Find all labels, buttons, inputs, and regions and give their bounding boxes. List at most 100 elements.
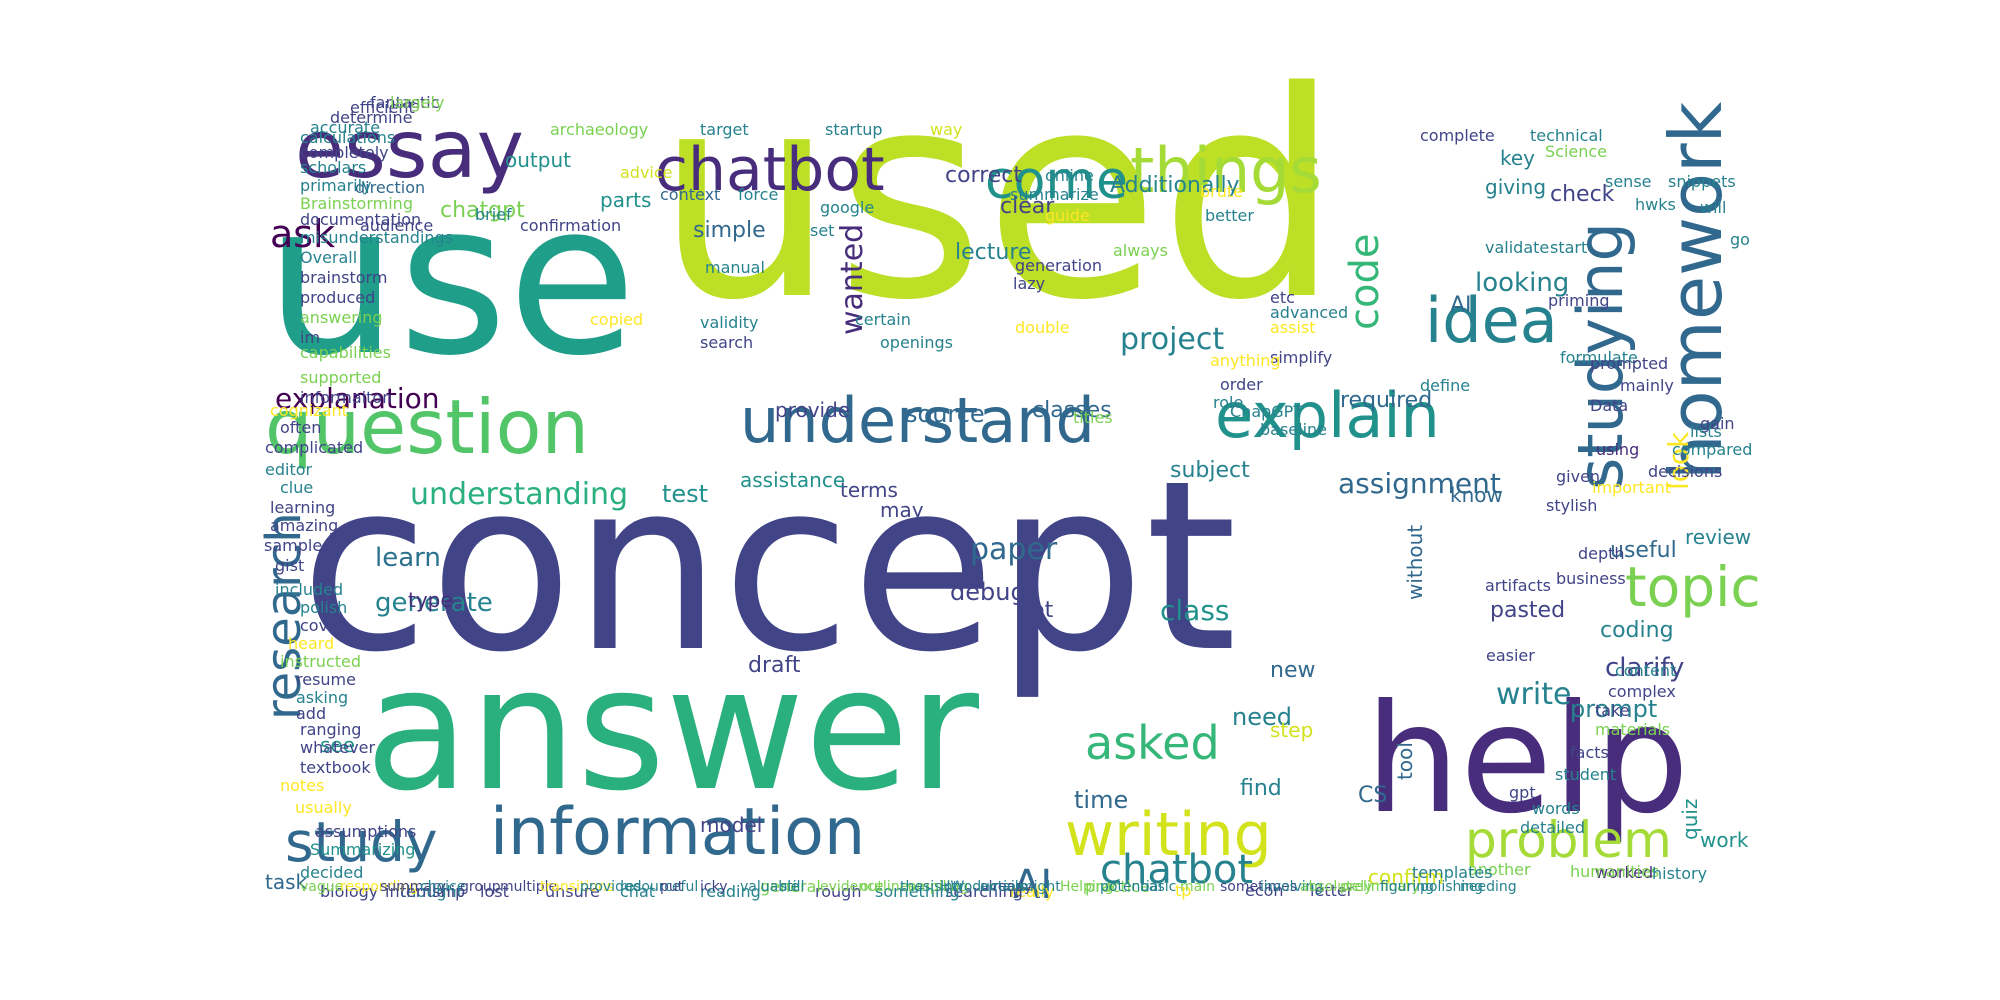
word-115: manual (705, 258, 765, 277)
word-174: chat (620, 882, 656, 901)
word-71: terms (840, 478, 898, 502)
word-123: advanced (1270, 303, 1349, 322)
word-236: preliminary (1340, 879, 1420, 895)
word-235: absolutely (1300, 879, 1373, 895)
word-113: generation (1015, 256, 1103, 275)
word-26: explanation (275, 382, 440, 415)
word-163: templates (1412, 863, 1493, 882)
word-250: icky (700, 879, 728, 895)
word-73: subject (1170, 458, 1250, 483)
word-248: resourceful (620, 879, 699, 895)
word-170: something (875, 882, 960, 901)
word-252: still (780, 879, 805, 895)
word-257: emails (980, 879, 1026, 895)
word-130: order (1220, 375, 1263, 394)
word-24: code (1342, 233, 1388, 330)
word-64: pasted (1490, 598, 1566, 623)
word-59: step (1270, 718, 1314, 742)
word-49: check (1550, 182, 1615, 207)
word-136: mainly (1620, 376, 1674, 395)
word-232: main (1180, 879, 1215, 895)
word-36: generate (375, 588, 493, 618)
word-45: output (505, 148, 571, 172)
word-122: etc (1270, 288, 1295, 307)
word-65: coding (1600, 618, 1674, 643)
word-167: practice (1085, 877, 1150, 896)
word-140: compared (1672, 440, 1753, 459)
word-256: HW (940, 879, 965, 895)
word-195: included (275, 580, 344, 599)
word-135: baseline (1260, 420, 1328, 439)
word-128: prompted (1590, 354, 1669, 373)
word-165: econ (1245, 881, 1284, 900)
word-180: decided (300, 863, 364, 882)
word-6: chatbot (655, 135, 885, 205)
word-207: capabilities (300, 343, 391, 362)
word-222: efficient (350, 98, 415, 117)
word-151: complex (1608, 682, 1676, 701)
word-75: provide (775, 398, 851, 422)
word-97: google (820, 198, 875, 217)
word-234: involving (1260, 879, 1324, 895)
word-254: outlines (860, 879, 916, 895)
word-32: assignment (1338, 467, 1501, 500)
word-211: brainstorm (300, 268, 388, 287)
word-161: humanities (1570, 862, 1660, 881)
word-220: accurate (310, 118, 381, 137)
word-206: supported (300, 368, 382, 387)
word-109: guide (1045, 206, 1090, 225)
word-143: using (1596, 440, 1640, 459)
word-227: already (980, 879, 1033, 895)
word-153: materials (1595, 720, 1671, 739)
word-156: gpt (1509, 783, 1536, 802)
word-11: idea (1425, 284, 1558, 357)
word-233: sometimes (1220, 879, 1298, 895)
word-67: tool (1393, 742, 1417, 780)
word-129: define (1420, 376, 1471, 395)
word-231: basic (1140, 879, 1177, 895)
word-57: prompt (1570, 695, 1658, 723)
word-18: topic (1625, 555, 1761, 619)
word-66: without (1403, 524, 1427, 600)
word-228: might (1020, 879, 1061, 895)
word-154: facts (1570, 743, 1609, 762)
word-93: brief (475, 205, 512, 224)
word-2: use (265, 157, 637, 402)
word-101: Science (1545, 142, 1608, 161)
word-63: class (1160, 594, 1230, 627)
word-56: clarify (1605, 653, 1685, 683)
word-84: archaeology (550, 120, 649, 139)
word-78: quiz (1678, 798, 1702, 840)
word-21: chatbot (1100, 847, 1254, 893)
word-184: notes (280, 776, 325, 795)
word-23: asked (1085, 716, 1220, 770)
word-210: produced (300, 288, 376, 307)
word-40: simple (693, 218, 766, 243)
word-48: key (1500, 146, 1536, 170)
word-177: thought (400, 882, 463, 901)
word-108: better (1205, 206, 1254, 225)
word-117: search (700, 333, 754, 352)
word-19: problem (1465, 811, 1672, 869)
word-230: potential (1100, 879, 1163, 895)
word-192: heard (288, 634, 335, 653)
word-62: lot (1025, 598, 1054, 623)
word-81: task (265, 870, 308, 894)
word-14: things (1130, 134, 1322, 207)
word-249: put (660, 879, 684, 895)
word-158: detailed (1520, 818, 1585, 837)
word-10: information (490, 795, 866, 870)
word-8: understand (740, 384, 1095, 457)
word-68: CS (1358, 783, 1388, 808)
word-0: used (655, 31, 1341, 363)
word-37: source (905, 400, 985, 428)
word-107: hwks (1635, 195, 1676, 214)
word-42: correct (945, 163, 1023, 188)
word-168: really (1010, 882, 1055, 901)
word-119: certain (855, 310, 911, 329)
word-209: answering (300, 308, 383, 327)
word-229: Helping (1060, 879, 1114, 895)
word-203: often (280, 418, 322, 437)
word-102: sense (1605, 172, 1652, 191)
